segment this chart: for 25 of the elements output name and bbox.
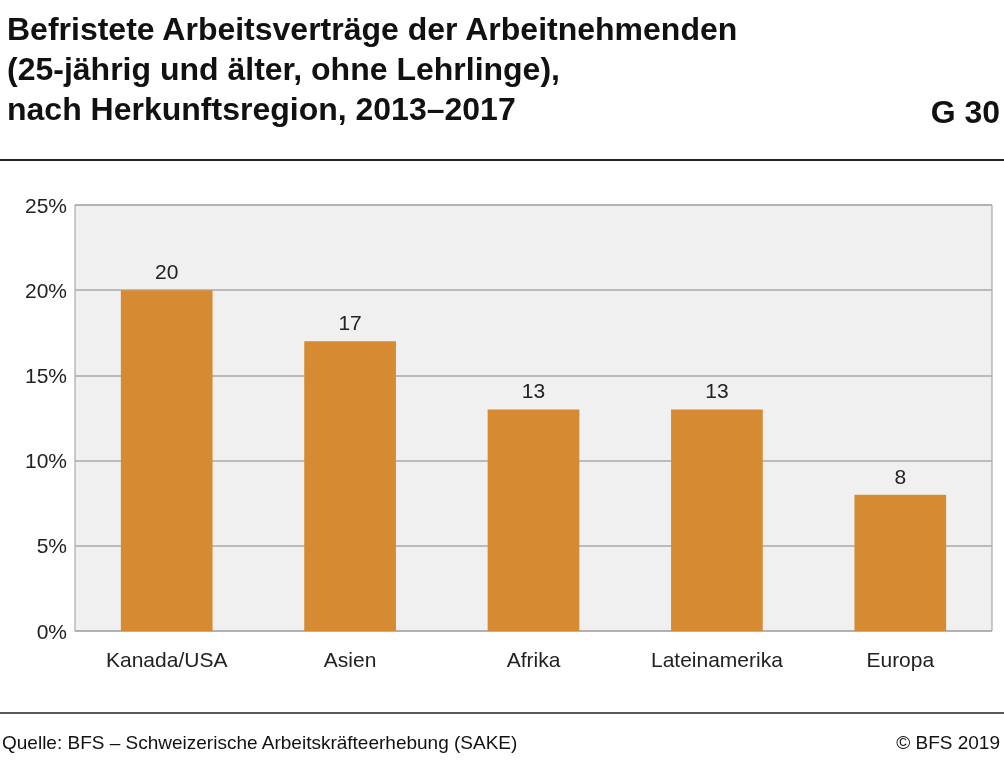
- data-label: 8: [894, 464, 907, 488]
- bar: [487, 409, 580, 631]
- bar: [671, 409, 763, 631]
- y-tick-label: 15%: [24, 363, 67, 387]
- y-tick-label: 25%: [24, 193, 67, 217]
- bar: [120, 290, 213, 631]
- text: G 30: [930, 94, 1000, 130]
- x-tick-label: Afrika: [506, 648, 561, 671]
- x-tick-label: Lateinamerika: [650, 648, 784, 671]
- data-label: 20: [155, 260, 179, 284]
- x-tick-label: Europa: [866, 648, 935, 671]
- text: © BFS 2019: [896, 732, 1000, 753]
- bar: [854, 494, 947, 631]
- data-label: 13: [705, 379, 729, 403]
- y-tick-label: 5%: [36, 534, 67, 558]
- data-label: 17: [338, 311, 362, 335]
- y-tick-label: 0%: [36, 619, 67, 643]
- data-label: 13: [521, 379, 546, 403]
- source-note: Quelle: BFS – Schweizerische Arbeitskräfteerhebung (SAKE): [2, 732, 518, 753]
- x-tick-label: Kanada/USA: [105, 648, 228, 671]
- y-tick-label: 10%: [24, 449, 67, 473]
- bar: [304, 341, 396, 631]
- x-tick-label: Asien: [323, 648, 377, 671]
- y-tick-label: 20%: [24, 278, 67, 302]
- chart-title: Befristete Arbeitsverträge der Arbeitnehmenden (25-jährig und älter, ohne Lehrlinge), nach Herkunftsregion, 2013–2017: [7, 11, 738, 127]
